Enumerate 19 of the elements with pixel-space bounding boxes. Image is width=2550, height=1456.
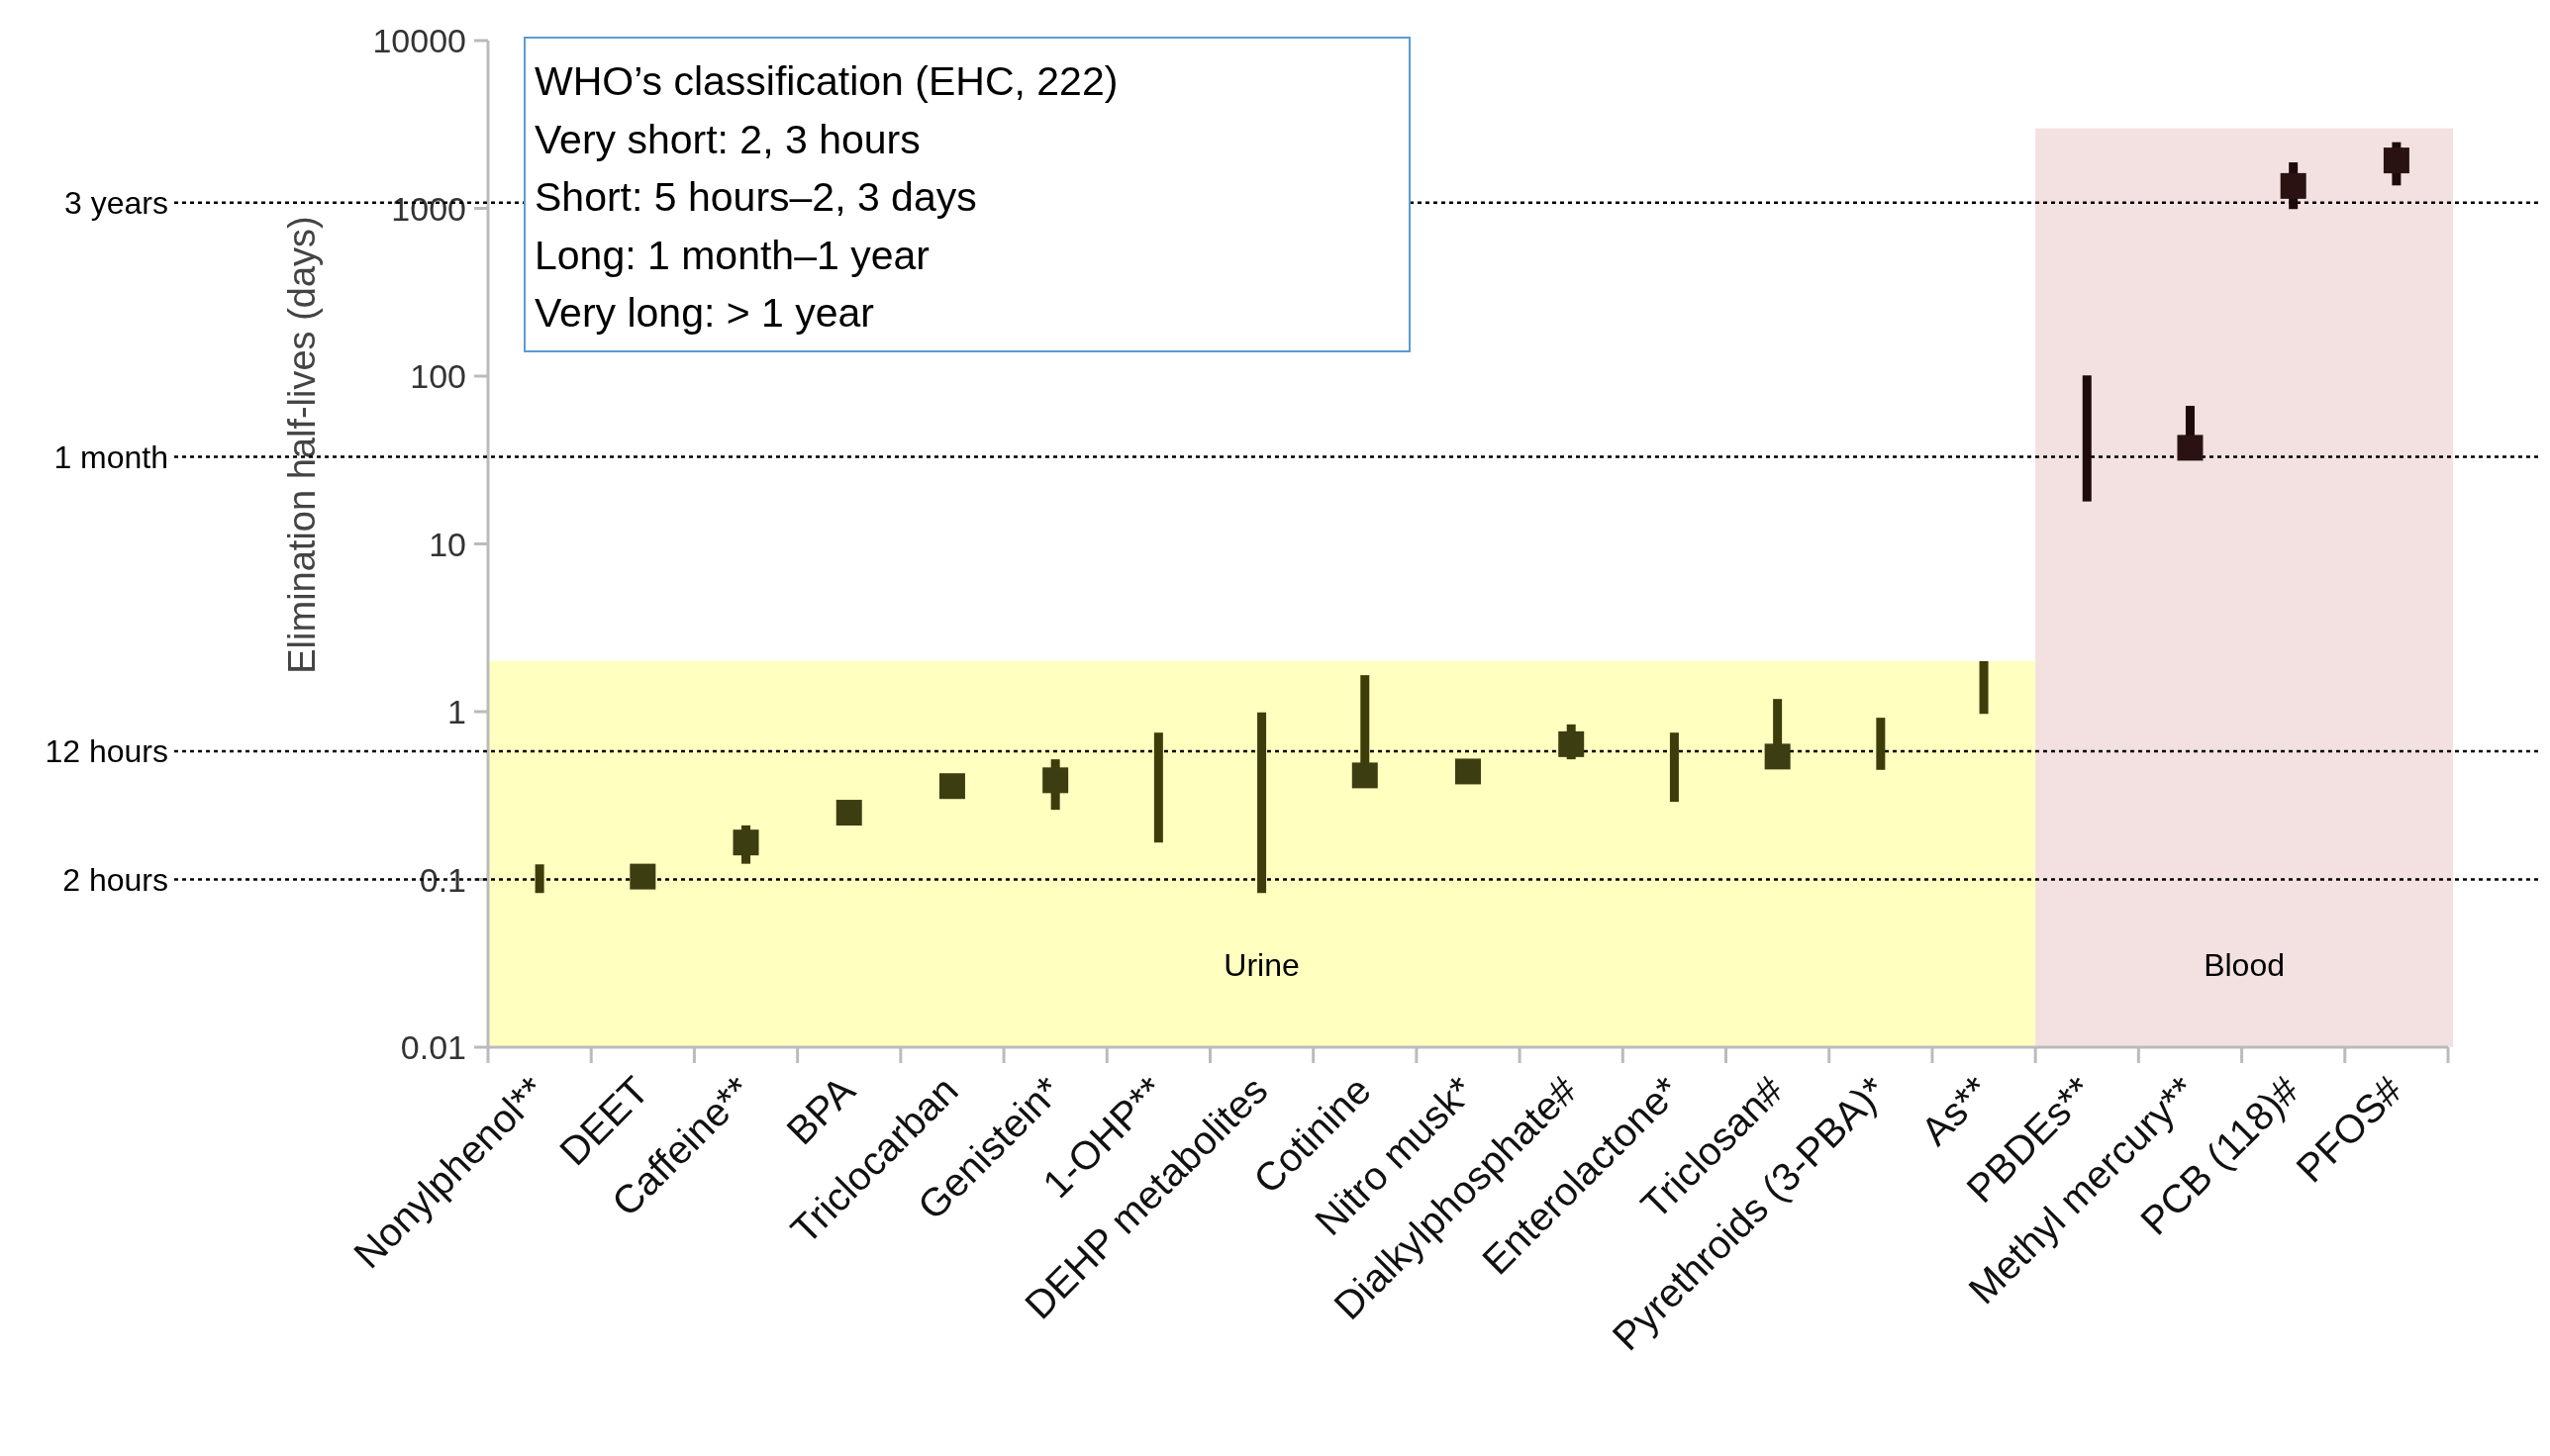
ref-line-label: 1 month [53,438,168,475]
y-tick-label: 1000 [391,189,466,228]
band-label: Urine [1224,947,1300,983]
band-label: Blood [2204,947,2285,983]
annotation: Long: 1 month–1 year [535,232,930,278]
ref-line-label: 12 hours [45,733,168,770]
y-tick-label: 1 [447,693,466,730]
ref-line-label: 3 years [64,184,168,221]
annotation: Very short: 2, 3 hours [535,116,921,162]
annotation: WHO’s classification (EHC, 222) [535,58,1119,104]
y-tick-label: 0.01 [400,1028,466,1066]
y-tick-label: 100 [410,357,466,395]
y-tick-label: 0.1 [419,860,466,899]
ref-line-label: 2 hours [62,861,168,898]
y-axis-title: Elimination half-lives (days) [281,216,323,674]
y-tick-label: 10000 [372,22,466,59]
annotation: Short: 5 hours–2, 3 days [535,174,977,220]
y-tick-label: 10 [429,525,466,563]
annotation: Very long: > 1 year [535,290,875,336]
